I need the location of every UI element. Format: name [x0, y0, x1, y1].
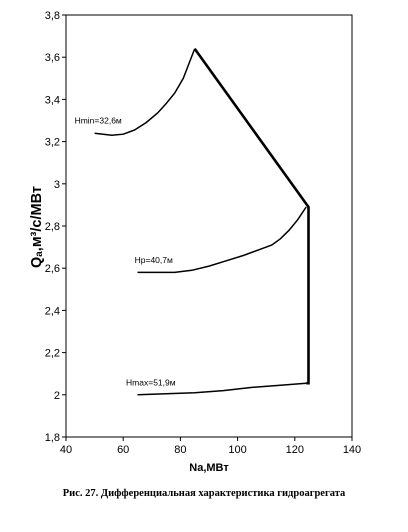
series-label: Hp=40,7м	[135, 255, 173, 265]
series-label: Hmin=32,6м	[75, 116, 122, 126]
y-tick-label: 1,8	[45, 432, 60, 444]
y-tick-label: 2,6	[45, 263, 60, 275]
series-line-2	[137, 206, 307, 274]
x-axis-title: Na,МВт	[189, 462, 229, 474]
y-tick-label: 2,8	[45, 221, 60, 233]
boundary-line	[193, 48, 310, 385]
x-tick-label: 60	[117, 444, 129, 456]
y-tick-label: 2,4	[45, 305, 60, 317]
y-tick-label: 2,2	[45, 348, 60, 360]
series-line-1	[94, 48, 196, 137]
x-axis-ticks: 40 60 80 100 120 140	[60, 437, 361, 456]
series-layer	[94, 48, 310, 396]
y-tick-label: 3,6	[45, 52, 60, 64]
x-tick-label: 80	[174, 444, 186, 456]
x-tick-label: 140	[343, 444, 361, 456]
y-tick-label: 3	[54, 179, 60, 191]
x-tick-label: 120	[286, 444, 304, 456]
series-labels: Hmin=32,6м Hp=40,7м Hmax=51,9м	[75, 116, 176, 388]
y-tick-label: 3,2	[45, 137, 60, 149]
y-tick-label: 3,4	[45, 94, 60, 106]
x-tick-label: 100	[228, 444, 246, 456]
series-line-3	[137, 382, 307, 396]
y-tick-label: 3,8	[45, 10, 60, 22]
series-label: Hmax=51,9м	[126, 377, 176, 387]
y-axis-ticks: 1,8 2 2,2 2,4 2,6 2,8 3 3,2 3,4 3,6 3,8	[45, 10, 66, 444]
y-tick-label: 2	[54, 390, 60, 402]
x-tick-label: 40	[60, 444, 72, 456]
y-axis-title: Qₐ,м³/с/МВт	[29, 186, 45, 268]
figure-caption: Рис. 27. Дифференциальная характеристика…	[62, 488, 346, 499]
